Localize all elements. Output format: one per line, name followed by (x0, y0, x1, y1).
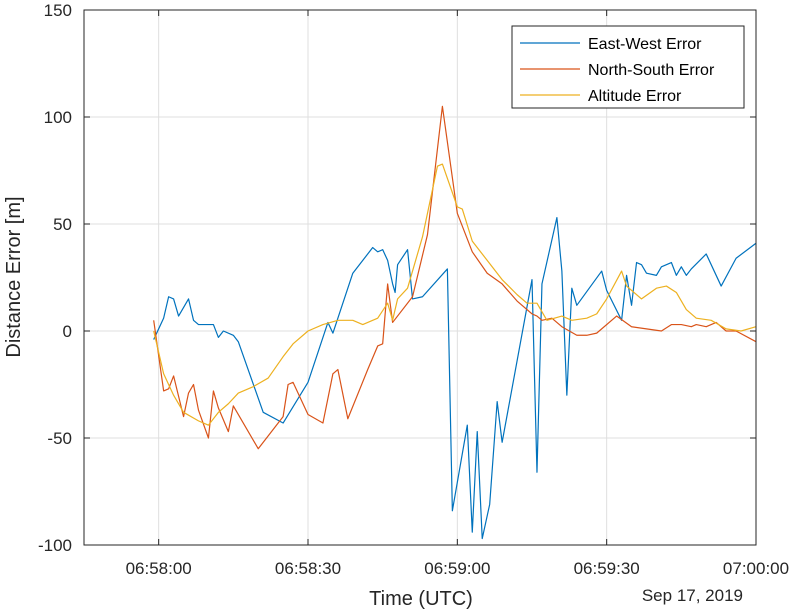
y-tick-label: 0 (63, 322, 72, 341)
x-axis-title: Time (UTC) (369, 588, 473, 610)
y-tick-label: 50 (53, 215, 72, 234)
y-tick-labels: -100 -50 0 50 100 150 (38, 1, 72, 555)
x-tick-label: 07:00:00 (723, 559, 789, 578)
legend: East-West Error North-South Error Altitude… (511, 25, 745, 109)
legend-label: Altitude Error (588, 88, 682, 105)
x-tick-label: 06:58:30 (275, 559, 341, 578)
series-lines (153, 105, 757, 540)
date-label: Sep 17, 2019 (642, 586, 743, 605)
x-tick-label: 06:59:00 (424, 559, 490, 578)
y-tick-label: -100 (38, 536, 72, 555)
y-tick-label: -50 (47, 429, 72, 448)
x-tick-label: 06:59:30 (574, 559, 640, 578)
legend-box (511, 25, 745, 109)
legend-label: North-South Error (588, 62, 715, 79)
series-line-north-south-error (153, 105, 757, 450)
series-line-east-west-error (153, 216, 757, 540)
axes (83, 9, 757, 546)
legend-label: East-West Error (588, 36, 702, 53)
series-line-altitude-error (153, 163, 757, 426)
plot-frame (83, 9, 757, 546)
y-tick-label: 150 (44, 1, 72, 20)
y-tick-label: 100 (44, 108, 72, 127)
x-tick-labels: 06:58:00 06:58:30 06:59:00 06:59:30 07:00:00 (126, 559, 790, 578)
x-tick-label: 06:58:00 (126, 559, 192, 578)
y-axis-title: Distance Error [m] (3, 196, 25, 357)
